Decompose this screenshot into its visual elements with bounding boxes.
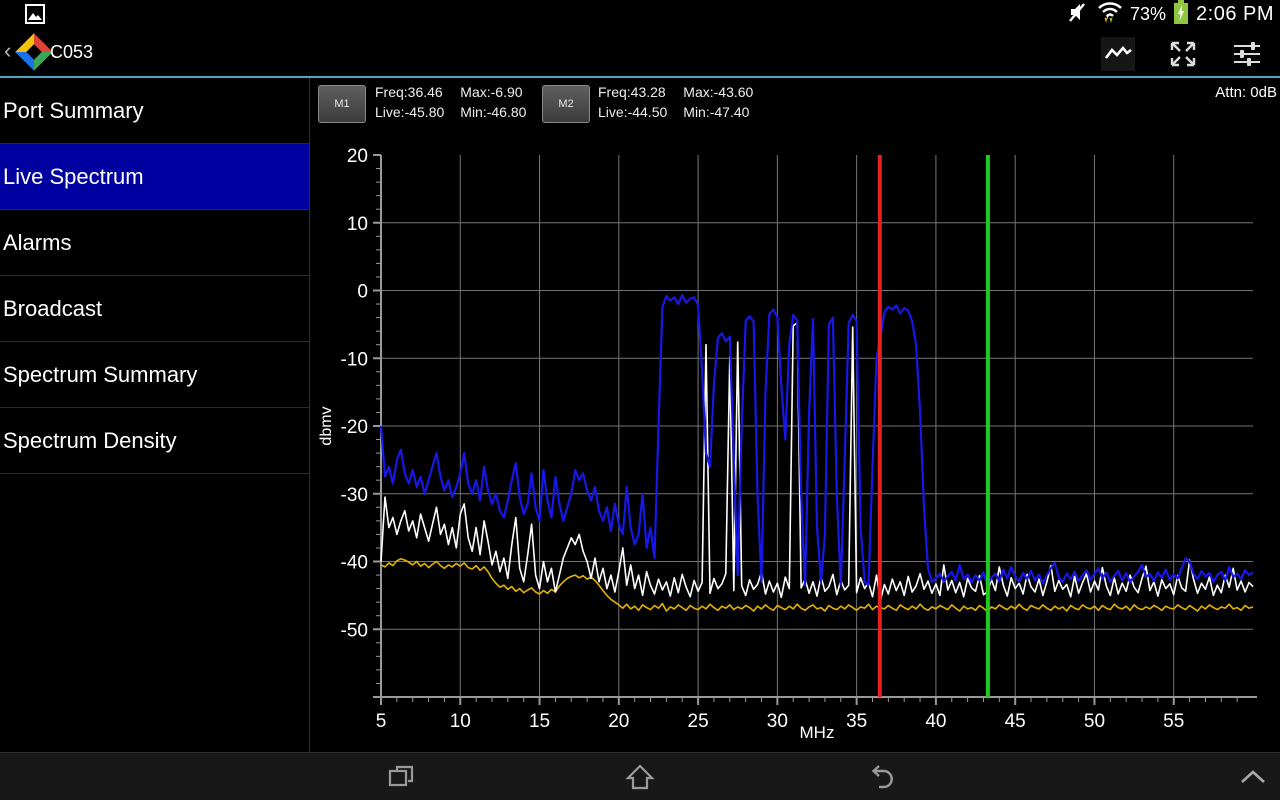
marker-m2-button[interactable]: M2 (542, 85, 590, 123)
x-tick-label: 35 (846, 711, 867, 732)
recent-apps-icon[interactable] (385, 762, 415, 792)
m2-max-label: Max:-43.60 (683, 83, 753, 102)
sidebar-item-spectrum-summary[interactable]: Spectrum Summary (0, 342, 309, 408)
x-tick-label: 40 (925, 711, 946, 732)
m2-freq-label: Freq:43.28 (598, 83, 667, 102)
y-tick-label: -30 (341, 485, 368, 506)
y-tick-label: -40 (341, 553, 368, 574)
back-icon[interactable] (865, 762, 895, 792)
m2-min-label: Min:-47.40 (683, 103, 753, 122)
status-bar: 73% 2:06 PM (0, 0, 1280, 28)
sidebar-item-port-summary[interactable]: Port Summary (0, 78, 309, 144)
x-tick-label: 55 (1163, 711, 1184, 732)
m1-live-label: Live:-45.80 (375, 103, 444, 122)
m1-max-label: Max:-6.90 (460, 83, 526, 102)
y-tick-label: 0 (357, 282, 368, 303)
screen: 73% 2:06 PM ‹ C053 (0, 0, 1280, 800)
x-tick-label: 25 (688, 711, 709, 732)
m1-freq-label: Freq:36.46 (375, 83, 444, 102)
x-tick-label: 30 (767, 711, 788, 732)
y-tick-label: 10 (347, 214, 368, 235)
marker-m2-readout: Freq:43.28 Max:-43.60 Live:-44.50 Min:-4… (598, 83, 753, 122)
y-tick-label: 20 (347, 146, 368, 167)
app-bar: ‹ C053 (0, 28, 1280, 76)
sidebar-item-live-spectrum[interactable]: Live Spectrum (0, 144, 309, 210)
live-trace (381, 323, 1253, 601)
volume-muted-icon (1068, 1, 1090, 28)
x-tick-label: 15 (529, 711, 550, 732)
chevron-up-icon[interactable] (1238, 762, 1268, 792)
x-tick-label: 5 (376, 711, 387, 732)
expand-fullscreen-icon[interactable] (1166, 37, 1200, 71)
battery-percent-label: 73% (1130, 4, 1166, 25)
marker-m1-button[interactable]: M1 (318, 85, 366, 123)
marker-m1-readout: Freq:36.46 Max:-6.90 Live:-45.80 Min:-46… (375, 83, 526, 122)
x-tick-label: 50 (1084, 711, 1105, 732)
y-axis-title: dbmv (318, 406, 335, 445)
status-indicators: 73% 2:06 PM (1068, 0, 1274, 28)
sidebar-item-broadcast[interactable]: Broadcast (0, 276, 309, 342)
page-title: C053 (50, 42, 93, 63)
navigation-bar (0, 752, 1280, 800)
sidebar-item-spectrum-density[interactable]: Spectrum Density (0, 408, 309, 474)
spectrum-plot[interactable]: 20 10 0 -10 -20 -30 -40 -50 5 10 15 20 25 30 35 40 45 50 5… (310, 128, 1280, 752)
y-tick-label: -50 (341, 620, 368, 641)
y-tick-label: -10 (341, 349, 368, 370)
x-tick-label: 20 (608, 711, 629, 732)
waveform-icon[interactable] (1101, 37, 1135, 71)
x-tick-label: 45 (1005, 711, 1026, 732)
home-icon[interactable] (625, 762, 655, 792)
clock-label: 2:06 PM (1196, 3, 1274, 26)
back-caret-icon[interactable]: ‹ (4, 38, 11, 64)
app-logo-icon[interactable] (13, 31, 55, 78)
sidebar-menu: Port Summary Live Spectrum Alarms Broadc… (0, 78, 310, 752)
m2-live-label: Live:-44.50 (598, 103, 667, 122)
gallery-icon[interactable] (25, 4, 45, 29)
sidebar-item-alarms[interactable]: Alarms (0, 210, 309, 276)
m1-min-label: Min:-46.80 (460, 103, 526, 122)
y-tick-label: -20 (341, 417, 368, 438)
x-tick-label: 10 (450, 711, 471, 732)
x-axis-title: MHz (800, 723, 835, 742)
wifi-activity-icon (1097, 0, 1123, 29)
live-spectrum-panel: M1 Freq:36.46 Max:-6.90 Live:-45.80 Min:… (310, 78, 1280, 752)
battery-charging-icon (1173, 0, 1189, 29)
attenuation-label: Attn: 0dB (1215, 84, 1277, 101)
sliders-icon[interactable] (1230, 37, 1264, 71)
